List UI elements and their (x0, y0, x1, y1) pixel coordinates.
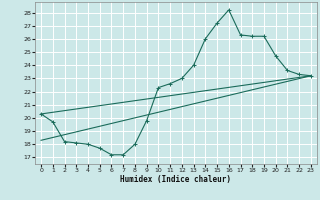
X-axis label: Humidex (Indice chaleur): Humidex (Indice chaleur) (121, 175, 231, 184)
